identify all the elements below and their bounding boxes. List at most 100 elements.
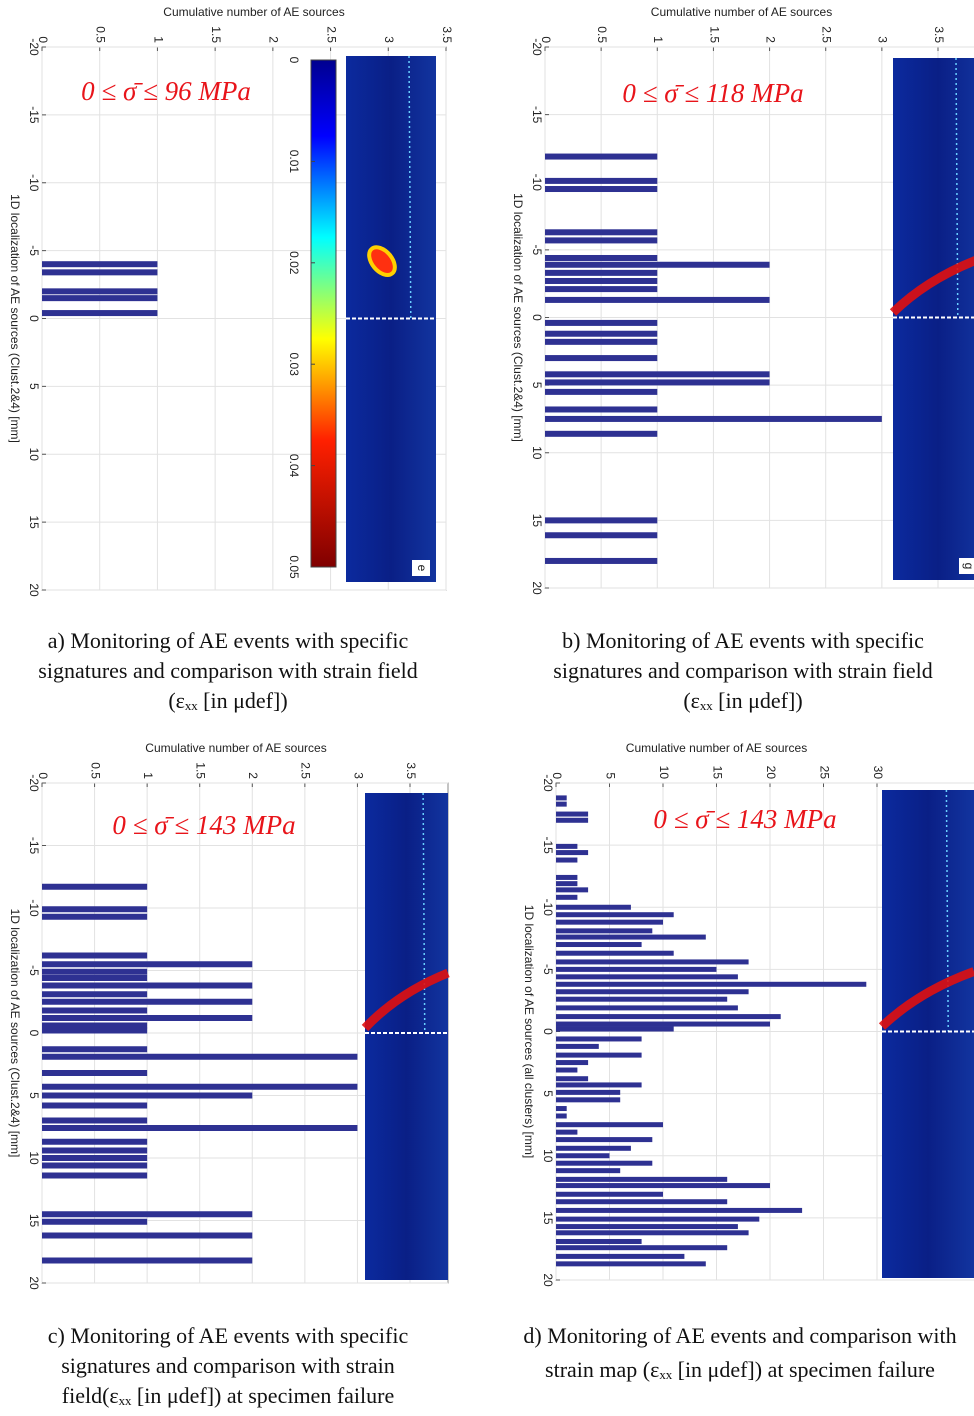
- bar: [556, 1082, 642, 1088]
- bar: [556, 1005, 738, 1011]
- bar: [42, 295, 158, 302]
- y-tick-label: 5: [27, 1092, 41, 1099]
- x-tick-label: 10: [657, 766, 671, 780]
- x-tick-label: 0.5: [595, 26, 609, 43]
- x-tick-label: 0: [550, 772, 564, 779]
- bar: [556, 1199, 728, 1205]
- bar: [545, 557, 658, 564]
- x-tick-label: 0: [36, 36, 50, 43]
- bar: [556, 1253, 685, 1259]
- bar: [556, 1052, 642, 1058]
- bar: [42, 1092, 253, 1099]
- bar: [556, 1089, 621, 1095]
- y-axis-label: 1D localization of AE sources (all clust…: [522, 905, 536, 1158]
- bar: [556, 1014, 781, 1020]
- bar: [556, 850, 589, 856]
- bar: [556, 1207, 803, 1213]
- bar: [556, 974, 738, 980]
- x-tick-label: 1.5: [707, 26, 721, 43]
- bar: [556, 881, 578, 887]
- y-tick-label: -10: [541, 899, 555, 917]
- bar: [42, 1125, 358, 1131]
- x-tick-label: 1.5: [194, 762, 208, 779]
- bar: [42, 1015, 253, 1021]
- caption-line: signatures and comparison with strain fi…: [553, 658, 932, 683]
- x-tick-label: 1.5: [209, 26, 223, 43]
- caption-line: field(εₓₓ [in μdef]) at specimen failure: [62, 1383, 394, 1408]
- x-tick-label: 3.5: [932, 26, 946, 43]
- chart-title: Cumulative number of AE sources: [145, 741, 326, 755]
- crack-trace: [945, 789, 949, 1032]
- bar: [545, 277, 658, 284]
- bar: [42, 991, 148, 998]
- x-tick-label: 3: [876, 36, 890, 43]
- y-tick-label: -15: [27, 837, 41, 855]
- y-tick-label: 20: [541, 1273, 555, 1287]
- x-tick-label: 3: [351, 772, 365, 779]
- y-axis-label: 1D localization of AE sources (Clust.2&4…: [8, 909, 22, 1158]
- bar: [545, 406, 658, 413]
- bar: [556, 1106, 567, 1112]
- bar: [545, 388, 658, 395]
- y-tick-label: -10: [530, 174, 544, 192]
- x-tick-label: 1: [141, 772, 155, 779]
- colorbar-tick-label: 0.01: [287, 150, 301, 174]
- y-tick-label: 0: [27, 315, 41, 322]
- bar: [42, 1232, 253, 1239]
- bar: [556, 1230, 749, 1236]
- bar: [42, 961, 253, 968]
- bar: [42, 1022, 148, 1029]
- bar: [545, 296, 770, 303]
- bar: [42, 1147, 148, 1154]
- y-tick-label: -20: [541, 774, 555, 792]
- bar: [42, 269, 158, 276]
- bar: [42, 1155, 148, 1161]
- x-tick-label: 3.5: [440, 26, 454, 43]
- bar: [556, 1021, 770, 1027]
- bar: [42, 1162, 148, 1169]
- bar: [556, 857, 578, 863]
- bar: [42, 952, 148, 959]
- y-tick-label: 5: [530, 382, 544, 389]
- bar: [42, 1102, 148, 1109]
- bar: [545, 338, 658, 345]
- caption-line: d) Monitoring of AE events and compariso…: [523, 1323, 956, 1348]
- y-tick-label: -5: [530, 245, 544, 256]
- x-tick-label: 1: [651, 36, 665, 43]
- bar: [42, 1218, 148, 1225]
- caption-line: (εₓₓ [in μdef]): [683, 688, 802, 713]
- caption-line: a) Monitoring of AE events with specific: [48, 628, 409, 653]
- bar: [42, 906, 148, 913]
- bar: [556, 1168, 621, 1174]
- bar: [556, 1067, 578, 1073]
- bar: [556, 801, 567, 807]
- y-axis-label: 1D localization of AE sources (Clust.2&4…: [511, 193, 525, 442]
- bar: [556, 996, 728, 1002]
- x-tick-label: 0.5: [94, 26, 108, 43]
- bar: [556, 989, 749, 995]
- annotation: 0 ≤ σ̄ ≤ 143 MPa: [653, 804, 836, 834]
- bar: [556, 894, 578, 900]
- x-tick-label: 5: [603, 772, 617, 779]
- y-axis-label: 1D localization of AE sources (Clust.2&4…: [8, 194, 22, 443]
- bar: [545, 532, 658, 539]
- x-tick-label: 3: [382, 36, 396, 43]
- bar: [556, 1076, 589, 1082]
- x-tick-label: 2: [763, 36, 777, 43]
- bar: [556, 1129, 578, 1135]
- bar: [42, 288, 158, 295]
- strain-image: [882, 790, 974, 1278]
- y-tick-label: 5: [541, 1090, 555, 1097]
- bar: [42, 1257, 253, 1264]
- bar: [556, 1122, 663, 1128]
- bar: [556, 1191, 663, 1197]
- x-tick-label: 0: [539, 36, 553, 43]
- y-tick-label: -10: [27, 174, 41, 192]
- crack-trace: [408, 55, 412, 319]
- colorbar-tick-label: 0.02: [287, 251, 301, 275]
- y-tick-label: 20: [27, 1276, 41, 1290]
- colorbar-tick-label: 0.03: [287, 353, 301, 377]
- bar: [556, 811, 589, 817]
- x-tick-label: 0.5: [88, 762, 102, 779]
